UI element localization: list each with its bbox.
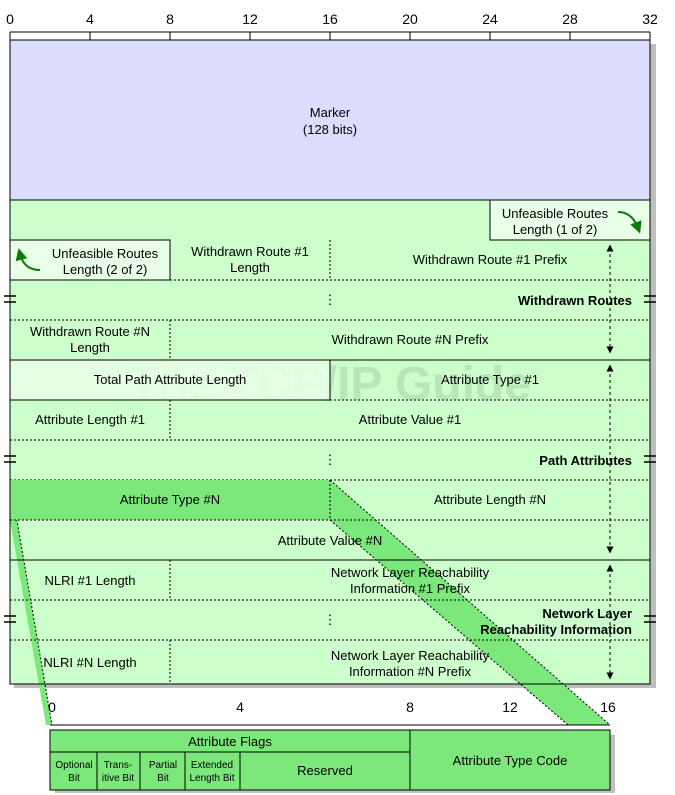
nlri-section-line1: Network Layer — [542, 606, 632, 621]
marker-field — [9, 39, 651, 201]
extended-length-bit-line1: Extended — [191, 760, 233, 771]
marker-title: Marker — [310, 105, 351, 120]
top-tick-12: 12 — [242, 11, 258, 27]
bottom-tick-0: 0 — [48, 699, 56, 715]
transitive-bit-line2: itive Bit — [102, 773, 134, 784]
body-background — [10, 200, 650, 684]
attr-type-n-field — [10, 480, 330, 520]
attr-type-1: Attribute Type #1 — [441, 372, 539, 387]
unfeasible-1-line1: Unfeasible Routes — [502, 206, 609, 221]
nlri-n-length: NLRI #N Length — [43, 655, 136, 670]
bottom-tick-16: 16 — [600, 699, 616, 715]
attr-val-1: Attribute Value #1 — [359, 412, 461, 427]
marker-bits: (128 bits) — [303, 122, 357, 137]
unfeasible-2-line1: Unfeasible Routes — [52, 246, 159, 261]
top-tick-4: 4 — [86, 11, 94, 27]
nlri-1-length: NLRI #1 Length — [44, 573, 135, 588]
break-marks — [4, 295, 656, 623]
partial-bit-line2: Bit — [157, 773, 169, 784]
ellipsis-vertical-icon: ⋮ — [324, 452, 337, 467]
extended-length-bit-line2: Length Bit — [189, 773, 234, 784]
body-outline — [9, 199, 651, 685]
wr1-prefix: Withdrawn Route #1 Prefix — [413, 252, 568, 267]
top-ruler: 0 4 8 12 16 20 24 28 32 — [6, 11, 658, 40]
continued-arrow-icon — [15, 248, 41, 271]
attribute-flags-label: Attribute Flags — [188, 734, 272, 749]
reserved-label: Reserved — [297, 763, 353, 778]
unfeasible-2-line2: Length (2 of 2) — [63, 262, 148, 277]
nlri-n-prefix-line1: Network Layer Reachability — [331, 648, 490, 663]
attr-len-n: Attribute Length #N — [434, 492, 546, 507]
attr-type-n: Attribute Type #N — [120, 492, 220, 507]
attribute-type-code-label: Attribute Type Code — [453, 753, 568, 768]
top-tick-0: 0 — [6, 11, 14, 27]
attr-val-n: Attribute Value #N — [278, 533, 383, 548]
top-tick-20: 20 — [402, 11, 418, 27]
nlri-section-line2: Reachability Information — [480, 622, 632, 637]
nlri-1-prefix-line1: Network Layer Reachability — [331, 565, 490, 580]
path-attributes-label: Path Attributes — [539, 453, 632, 468]
wr1-length-line1: Withdrawn Route #1 — [191, 244, 309, 259]
wrn-length-line2: Length — [70, 340, 110, 355]
ellipsis-vertical-icon: ⋮ — [324, 612, 337, 627]
nlri-1-prefix-line2: Information #1 Prefix — [350, 581, 470, 596]
wr1-length-line2: Length — [230, 260, 270, 275]
optional-bit-line2: Bit — [68, 773, 80, 784]
top-tick-32: 32 — [642, 11, 658, 27]
continue-arrow-icon — [617, 211, 642, 234]
ellipsis-vertical-icon: ⋮ — [324, 292, 337, 307]
bottom-tick-12: 12 — [502, 699, 518, 715]
bottom-tick-8: 8 — [406, 699, 414, 715]
unfeasible-1-line2: Length (1 of 2) — [513, 222, 598, 237]
attribute-type-detail — [49, 729, 611, 791]
top-tick-8: 8 — [166, 11, 174, 27]
wrn-length-line1: Withdrawn Route #N — [30, 324, 150, 339]
withdrawn-routes-label: Withdrawn Routes — [518, 293, 632, 308]
top-tick-28: 28 — [562, 11, 578, 27]
top-ruler-ticks — [9, 32, 651, 40]
total-path-attr-length: Total Path Attribute Length — [94, 372, 247, 387]
wrn-prefix: Withdrawn Route #N Prefix — [332, 332, 489, 347]
partial-bit-line1: Partial — [149, 760, 177, 771]
top-tick-24: 24 — [482, 11, 498, 27]
bottom-tick-4: 4 — [236, 699, 244, 715]
attr-len-1: Attribute Length #1 — [35, 412, 145, 427]
top-tick-16: 16 — [322, 11, 338, 27]
unfeasible-length-1-field — [489, 199, 651, 241]
nlri-n-prefix-line2: Information #N Prefix — [349, 664, 472, 679]
optional-bit-line1: Optional — [55, 760, 92, 771]
transitive-bit-line1: Trans- — [104, 760, 133, 771]
bottom-ruler: 0 4 8 12 16 — [48, 699, 616, 726]
